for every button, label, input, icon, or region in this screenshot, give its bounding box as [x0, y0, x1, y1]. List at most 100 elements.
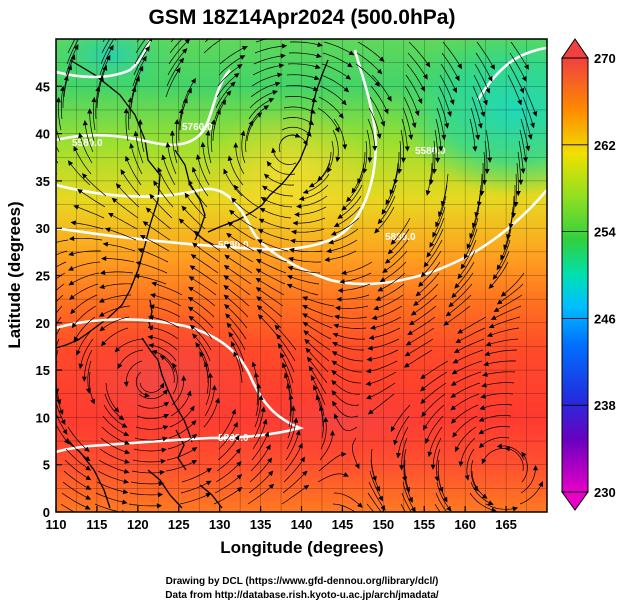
streamline-arrowhead [303, 484, 310, 490]
streamline [423, 404, 445, 430]
streamline-arrowhead [229, 209, 235, 216]
streamline-arrowhead [233, 72, 240, 79]
streamline [153, 180, 174, 208]
streamline [255, 383, 260, 417]
streamline [151, 282, 183, 296]
streamline-arrowhead [144, 392, 151, 398]
streamline [373, 294, 404, 310]
streamline [225, 244, 254, 263]
streamline-arrowhead [425, 61, 431, 68]
streamline-arrowhead [294, 212, 300, 218]
streamline [204, 385, 215, 417]
streamline [332, 401, 359, 418]
streamline [302, 313, 333, 329]
streamline [101, 39, 111, 54]
streamline-arrowhead [324, 257, 330, 263]
streamline-arrowhead [504, 446, 511, 452]
streamline-arrowhead [532, 465, 539, 471]
streamline [204, 361, 209, 395]
streamline-arrowhead [71, 322, 77, 329]
streamline [479, 437, 510, 448]
x-tick-label: 115 [86, 517, 107, 532]
streamline [478, 426, 511, 435]
x-tick-label: 130 [209, 517, 231, 532]
streamline [135, 371, 150, 397]
streamline [56, 239, 69, 243]
streamline [274, 325, 297, 351]
streamline [56, 327, 61, 337]
streamline [101, 327, 129, 346]
streamline [250, 444, 271, 472]
streamline [313, 385, 325, 417]
colorbar: 230 238 246 254 262 270 [561, 38, 616, 511]
streamline-arrowhead [265, 444, 271, 451]
streamline [188, 297, 215, 318]
streamline [509, 52, 527, 82]
streamline-arrowhead [75, 350, 81, 356]
streamline-arrowhead [331, 379, 337, 386]
streamline [257, 239, 289, 252]
streamline [228, 332, 245, 362]
streamline [321, 63, 351, 80]
streamline [210, 119, 215, 153]
streamline-arrowhead [85, 465, 92, 471]
streamline-arrowhead [181, 48, 188, 54]
streamline-arrowhead [159, 469, 165, 475]
streamline [63, 470, 91, 490]
streamline-arrowhead [118, 415, 125, 421]
streamline [288, 52, 322, 58]
contour-label-4: 5580.0 [415, 146, 446, 157]
streamline [216, 73, 240, 98]
streamline [334, 315, 368, 319]
streamline [192, 242, 220, 263]
streamline-arrowhead [375, 296, 382, 301]
streamline [451, 272, 474, 298]
streamline [485, 349, 518, 356]
streamline [116, 183, 140, 208]
streamline [366, 129, 371, 163]
streamline-arrowhead [351, 187, 357, 194]
streamline-arrowhead [147, 325, 154, 331]
streamline-arrowhead [478, 429, 485, 435]
streamline-arrowhead [84, 456, 91, 462]
streamline-arrowhead [341, 205, 347, 211]
streamline-arrowhead [330, 230, 337, 236]
streamline [319, 430, 333, 461]
streamline [338, 283, 371, 291]
streamline-arrowhead [302, 470, 308, 477]
streamline-arrowhead [530, 122, 535, 129]
streamline-arrowhead [513, 201, 519, 208]
streamline-arrowhead [131, 86, 137, 92]
streamline-arrowhead [490, 315, 497, 320]
streamline-arrowhead [187, 87, 192, 94]
streamline [521, 452, 528, 483]
streamline-arrowhead [371, 315, 378, 321]
streamline-arrowhead [407, 330, 413, 335]
streamline [194, 230, 221, 252]
streamline-arrowhead [376, 133, 382, 140]
streamline-arrowhead [264, 431, 270, 438]
streamline [103, 243, 136, 252]
streamline-arrowhead [434, 476, 440, 482]
streamline-arrowhead [347, 62, 353, 68]
streamline-arrowhead [144, 45, 150, 52]
streamline-arrowhead [80, 25, 84, 30]
streamline-arrowhead [278, 63, 285, 69]
streamline [436, 107, 445, 140]
streamline [131, 470, 165, 474]
streamline-arrowhead [327, 167, 332, 174]
streamline-arrowhead [382, 267, 388, 273]
streamline [149, 344, 177, 362]
streamline-arrowhead [378, 56, 385, 62]
colorbar-scale [561, 57, 589, 493]
streamline-arrowhead [73, 44, 79, 50]
streamline [370, 459, 380, 492]
streamline-arrowhead [487, 76, 493, 82]
streamline [251, 432, 269, 461]
streamline [168, 420, 197, 439]
streamline-arrowhead [485, 87, 491, 94]
streamline [406, 63, 425, 92]
streamline-arrowhead [458, 461, 464, 467]
streamline-arrowhead [317, 42, 323, 47]
streamline [246, 112, 262, 142]
